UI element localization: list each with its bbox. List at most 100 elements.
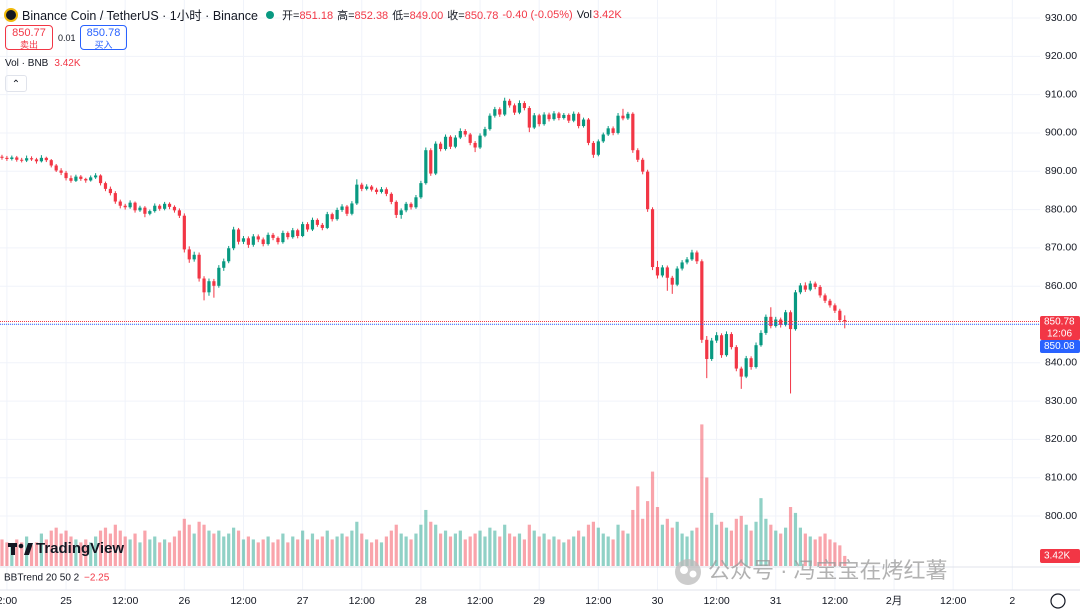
volume-bar	[39, 533, 43, 566]
candle-body	[202, 278, 206, 293]
candle-body	[813, 283, 817, 287]
volume-bar	[69, 536, 73, 566]
candle-body	[335, 209, 339, 220]
volume-bar	[103, 527, 108, 566]
candle-body	[227, 248, 231, 262]
candle-body	[606, 128, 610, 135]
vol-label: Vol	[576, 8, 592, 21]
candle-body	[833, 305, 837, 311]
candle-body	[217, 267, 221, 286]
candle-body	[266, 234, 270, 245]
volume-bar	[606, 536, 610, 566]
volume-bar	[241, 539, 246, 566]
volume-bar	[315, 539, 319, 566]
y-tick-label: 890.00	[1045, 165, 1077, 177]
candle-body	[29, 158, 34, 160]
volume-bar	[379, 542, 384, 566]
candle-body	[94, 175, 98, 178]
change: -0.40 (-0.05%)	[502, 8, 573, 21]
volume-bar	[167, 542, 172, 566]
collapse-button[interactable]: ⌃	[5, 75, 27, 92]
volume-bar	[281, 533, 285, 566]
candle-body	[779, 319, 783, 325]
candle-body	[340, 206, 344, 210]
price-tag	[1040, 340, 1080, 353]
x-tick-label: 2月	[886, 595, 902, 607]
volume-tag-value: 3.42K	[1044, 551, 1070, 562]
volume-bar	[577, 530, 581, 566]
candle-body	[665, 267, 669, 278]
y-tick-label: 880.00	[1045, 203, 1077, 215]
volume-bar	[453, 533, 457, 566]
volume-bar	[399, 533, 403, 566]
ohlc-item: 开=851.18	[282, 7, 333, 23]
candle-body	[59, 170, 63, 173]
volume-bar	[256, 542, 260, 566]
volume-bar	[710, 512, 714, 566]
ohlc-value: 850.78	[464, 9, 499, 22]
candle-body	[596, 141, 600, 155]
volume-bar	[562, 542, 566, 566]
volume-bar	[286, 542, 290, 566]
volume-bar	[335, 536, 339, 566]
volume-bar	[764, 518, 768, 566]
candle-body	[715, 335, 719, 341]
volume-layer	[0, 424, 847, 566]
candle-body	[734, 347, 738, 369]
y-tick-label: 870.00	[1045, 242, 1077, 254]
volume-bar	[572, 536, 576, 566]
candle-body	[143, 207, 147, 214]
volume-bar	[128, 539, 132, 566]
symbol-icon	[4, 7, 18, 22]
volume-bar	[340, 533, 344, 566]
volume-bar	[79, 542, 83, 566]
volume-bar	[276, 539, 280, 566]
candle-body	[291, 230, 295, 238]
candle-body	[532, 115, 536, 128]
volume-bar	[84, 539, 88, 566]
candle-body	[719, 335, 724, 356]
volume-bar	[715, 524, 719, 566]
settings-icon[interactable]	[1050, 593, 1066, 609]
candle-body	[764, 316, 768, 333]
volume-bar	[636, 486, 640, 566]
volume-bar	[232, 527, 236, 566]
volume-bar	[15, 539, 19, 566]
candle-body	[167, 203, 172, 207]
candle-body	[251, 236, 255, 245]
x-tick-label: 28	[415, 595, 427, 607]
symbol-title: Binance Coin / TetherUS · 1小时 · Binance	[22, 9, 258, 23]
sell-button[interactable]: 850.77 卖出	[5, 25, 53, 50]
volume-bar	[547, 539, 551, 566]
logo-text: TradingView	[36, 540, 124, 557]
candle-body	[517, 103, 522, 113]
volume-bar	[187, 524, 191, 566]
x-tick-label: 12:00	[467, 595, 493, 607]
candle-body	[759, 332, 763, 346]
candle-body	[34, 159, 39, 162]
candle-body	[330, 214, 334, 220]
volume-bar	[212, 533, 216, 566]
y-tick-label: 900.00	[1045, 127, 1077, 139]
candle-body	[123, 205, 127, 208]
volume-bar	[749, 530, 753, 566]
volume-bar	[601, 533, 605, 566]
volume-bar	[596, 527, 600, 566]
ohlc-value: 851.18	[299, 9, 334, 22]
candle-body	[296, 230, 300, 236]
candle-body	[5, 157, 9, 159]
candle-body	[256, 236, 260, 240]
volume-legend: Vol · BNB 3.42K	[5, 58, 81, 69]
volume-bar	[655, 507, 660, 566]
candle-body	[724, 334, 729, 356]
volume-bar	[537, 536, 541, 566]
x-tick-label: 27	[297, 595, 309, 607]
price-tag	[1040, 316, 1080, 340]
candle-body	[754, 345, 758, 368]
volume-bar	[94, 536, 98, 566]
candle-body	[729, 334, 733, 348]
volume-bar	[0, 539, 4, 566]
volume-bar	[34, 542, 39, 566]
volume-bar	[44, 539, 48, 566]
buy-button[interactable]: 850.78 买入	[80, 25, 127, 50]
